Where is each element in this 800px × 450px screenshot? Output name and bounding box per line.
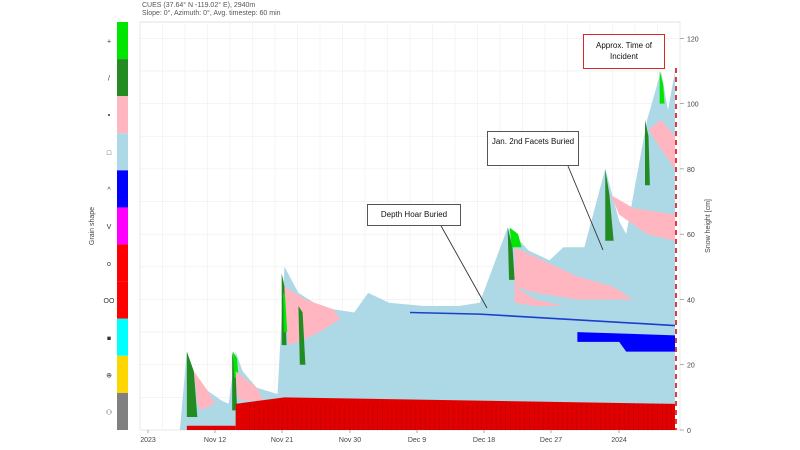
grain-legend-symbol: ⊕ <box>106 372 112 379</box>
x-tick-label: Dec 27 <box>540 437 562 444</box>
y-tick-label: 100 <box>687 102 699 109</box>
grain-layer-patch <box>648 119 675 169</box>
grain-layer-patch <box>298 305 306 365</box>
grain-layer-patch <box>514 247 634 300</box>
grain-legend-swatch <box>117 207 128 245</box>
x-tick-label: 2023 <box>140 437 156 444</box>
chart-header-title: CUES (37.64° N -119.02° E), 2940m <box>142 2 256 9</box>
grain-legend-label: Grain shape <box>89 207 96 245</box>
grain-legend-swatch <box>117 22 128 60</box>
grain-legend-symbol: • <box>108 113 111 120</box>
grain-layer-patch <box>610 194 675 241</box>
grain-legend-symbol: OO <box>104 298 115 305</box>
early-basal-layer <box>186 425 236 430</box>
x-tick-label: Nov 12 <box>204 437 226 444</box>
grain-legend-swatch <box>117 59 128 97</box>
snowpack-area <box>145 70 675 431</box>
x-tick-label: 2024 <box>611 437 627 444</box>
x-tick-label: Dec 18 <box>473 437 495 444</box>
grain-legend-swatch <box>117 318 128 356</box>
grain-layer-patch <box>284 286 341 346</box>
grain-legend-swatch <box>117 244 128 282</box>
annotation-depth-hoar: Depth Hoar Buried <box>367 204 461 226</box>
grain-legend-swatch <box>117 355 128 393</box>
grain-layer-patch <box>507 227 515 280</box>
x-tick-label: Nov 21 <box>271 437 293 444</box>
y-tick-label: 0 <box>687 428 691 435</box>
grain-legend-symbol: o <box>107 261 111 268</box>
annotation-leader-line <box>439 223 488 309</box>
y-tick-label: 40 <box>687 297 695 304</box>
grain-layer-patch <box>509 227 522 248</box>
grain-legend-symbol: V <box>107 224 112 231</box>
grain-legend-swatch <box>117 170 128 208</box>
annotation-jan-facets: Jan. 2nd Facets Buried <box>487 131 579 166</box>
grain-legend-symbol: ^ <box>107 187 111 194</box>
annotation-incident: Approx. Time of Incident <box>583 34 665 69</box>
grain-layer-patch <box>232 351 239 378</box>
grain-layer-patch <box>645 119 650 186</box>
grain-legend-symbol: + <box>107 39 111 46</box>
grain-legend-symbol: ⚇ <box>106 408 112 416</box>
grain-legend-swatch <box>117 392 128 430</box>
grain-legend-swatch <box>117 281 128 319</box>
grain-layer-patch <box>193 371 215 411</box>
grain-legend-swatch <box>117 133 128 171</box>
depth-hoar-layer <box>577 332 675 352</box>
y-tick-label: 120 <box>687 36 699 43</box>
x-tick-label: Dec 9 <box>408 437 426 444</box>
y-axis-label: Snow height [cm] <box>705 199 712 253</box>
basal-depth-hoar-layer <box>235 397 675 430</box>
y-tick-label: 80 <box>687 167 695 174</box>
grain-layer-patch <box>235 371 264 401</box>
y-tick-label: 20 <box>687 363 695 370</box>
grain-layer-patch <box>659 70 665 104</box>
grain-legend-symbol: ■ <box>107 335 111 342</box>
grain-legend-swatch <box>117 96 128 134</box>
x-tick-label: Nov 30 <box>339 437 361 444</box>
grain-layer-patch <box>232 351 238 411</box>
chart-header-subtitle: Slope: 0°, Azimuth: 0°, Avg. timestep: 6… <box>142 10 281 17</box>
y-tick-label: 60 <box>687 232 695 239</box>
grain-layer-patch <box>605 168 614 241</box>
grain-legend-symbol: □ <box>107 150 112 157</box>
grain-layer-patch <box>186 351 198 417</box>
grain-legend-symbol: / <box>108 76 110 83</box>
buried-layer-line <box>409 311 676 327</box>
grain-layer-patch <box>514 286 564 306</box>
annotation-leader-line <box>567 165 604 251</box>
